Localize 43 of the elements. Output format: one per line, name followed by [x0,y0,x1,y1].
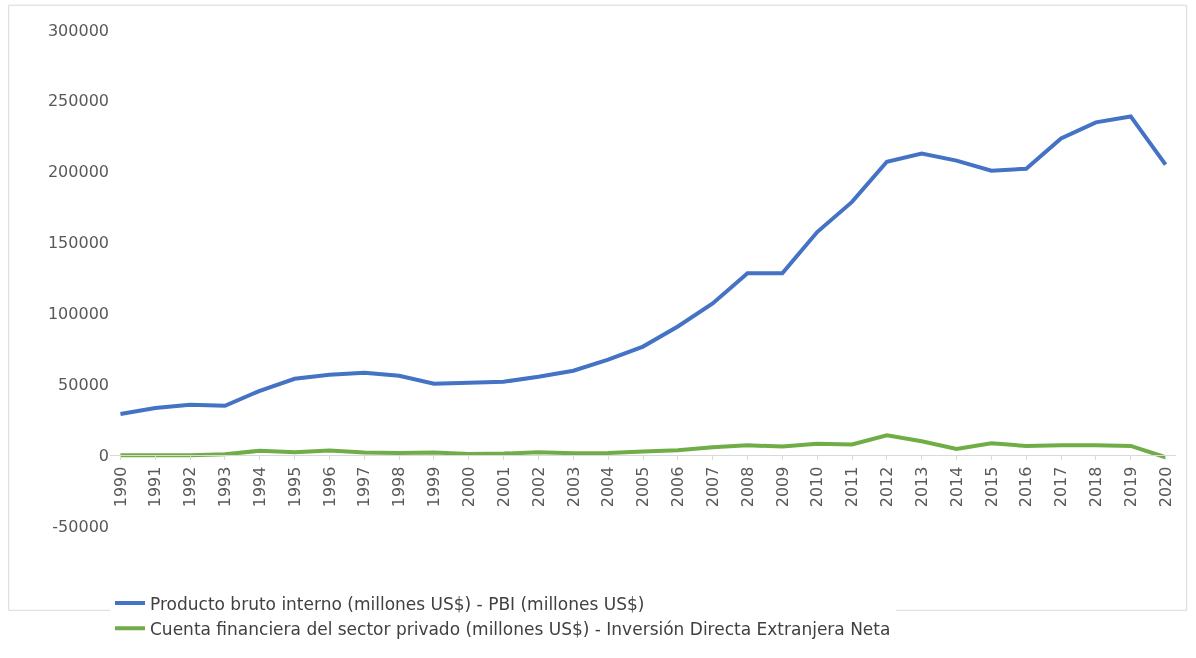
x-tick-label: 2015 [981,466,1001,508]
legend-label: Producto bruto interno (millones US$) - PBI (millones US$) [150,593,645,614]
x-tick-label: 1992 [180,466,200,508]
x-tick-label: 2005 [633,466,653,508]
x-tick-label: 2002 [528,466,548,508]
y-tick-label: 300000 [47,20,109,40]
x-tick-label: 1991 [145,466,165,508]
line-series [118,114,1168,417]
x-tick-label: 2020 [1155,466,1175,508]
y-tick-label: 100000 [47,304,109,324]
y-tick-label: -50000 [52,516,109,536]
x-tick-label: 2017 [1051,466,1071,508]
legend-label: Cuenta financiera del sector privado (millones US$) - Inversión Directa Extranjera Neta [150,618,891,639]
y-tick-label: 50000 [58,374,109,394]
x-tick-label: 1990 [110,466,130,508]
x-tick-label: 2018 [1086,466,1106,508]
x-tick-label: 1993 [215,466,235,508]
x-tick-label: 1995 [284,466,304,508]
x-tick-label: 2014 [946,466,966,508]
x-tick-label: 2016 [1016,466,1036,508]
x-tick-label: 2004 [598,466,618,508]
x-tick-label: 1997 [354,466,374,508]
x-tick-label: 2003 [563,466,583,508]
x-tick-label: 2008 [737,466,757,508]
x-tick-label: 1994 [250,466,269,508]
y-tick-label: 250000 [47,91,109,111]
x-tick-label: 2009 [772,466,792,508]
y-tick-label: 0 [98,445,109,465]
y-tick-label: 150000 [47,233,109,253]
x-tick-label: 1999 [424,466,444,508]
x-tick-label: 1998 [389,466,409,508]
x-tick-label: 2011 [842,466,862,508]
x-tick-label: 2006 [668,466,688,508]
y-tick-label: 200000 [47,162,109,182]
x-tick-label: 2001 [493,466,513,508]
x-tick-label: 1996 [319,466,339,508]
x-tick-label: 2010 [807,466,827,508]
line-series [118,433,1168,460]
x-tick-label: 2013 [911,466,931,508]
x-tick-label: 2000 [459,466,479,508]
x-tick-label: 2007 [702,466,722,508]
x-tick-label: 2019 [1120,466,1140,508]
x-tick-label: 2012 [877,466,897,508]
